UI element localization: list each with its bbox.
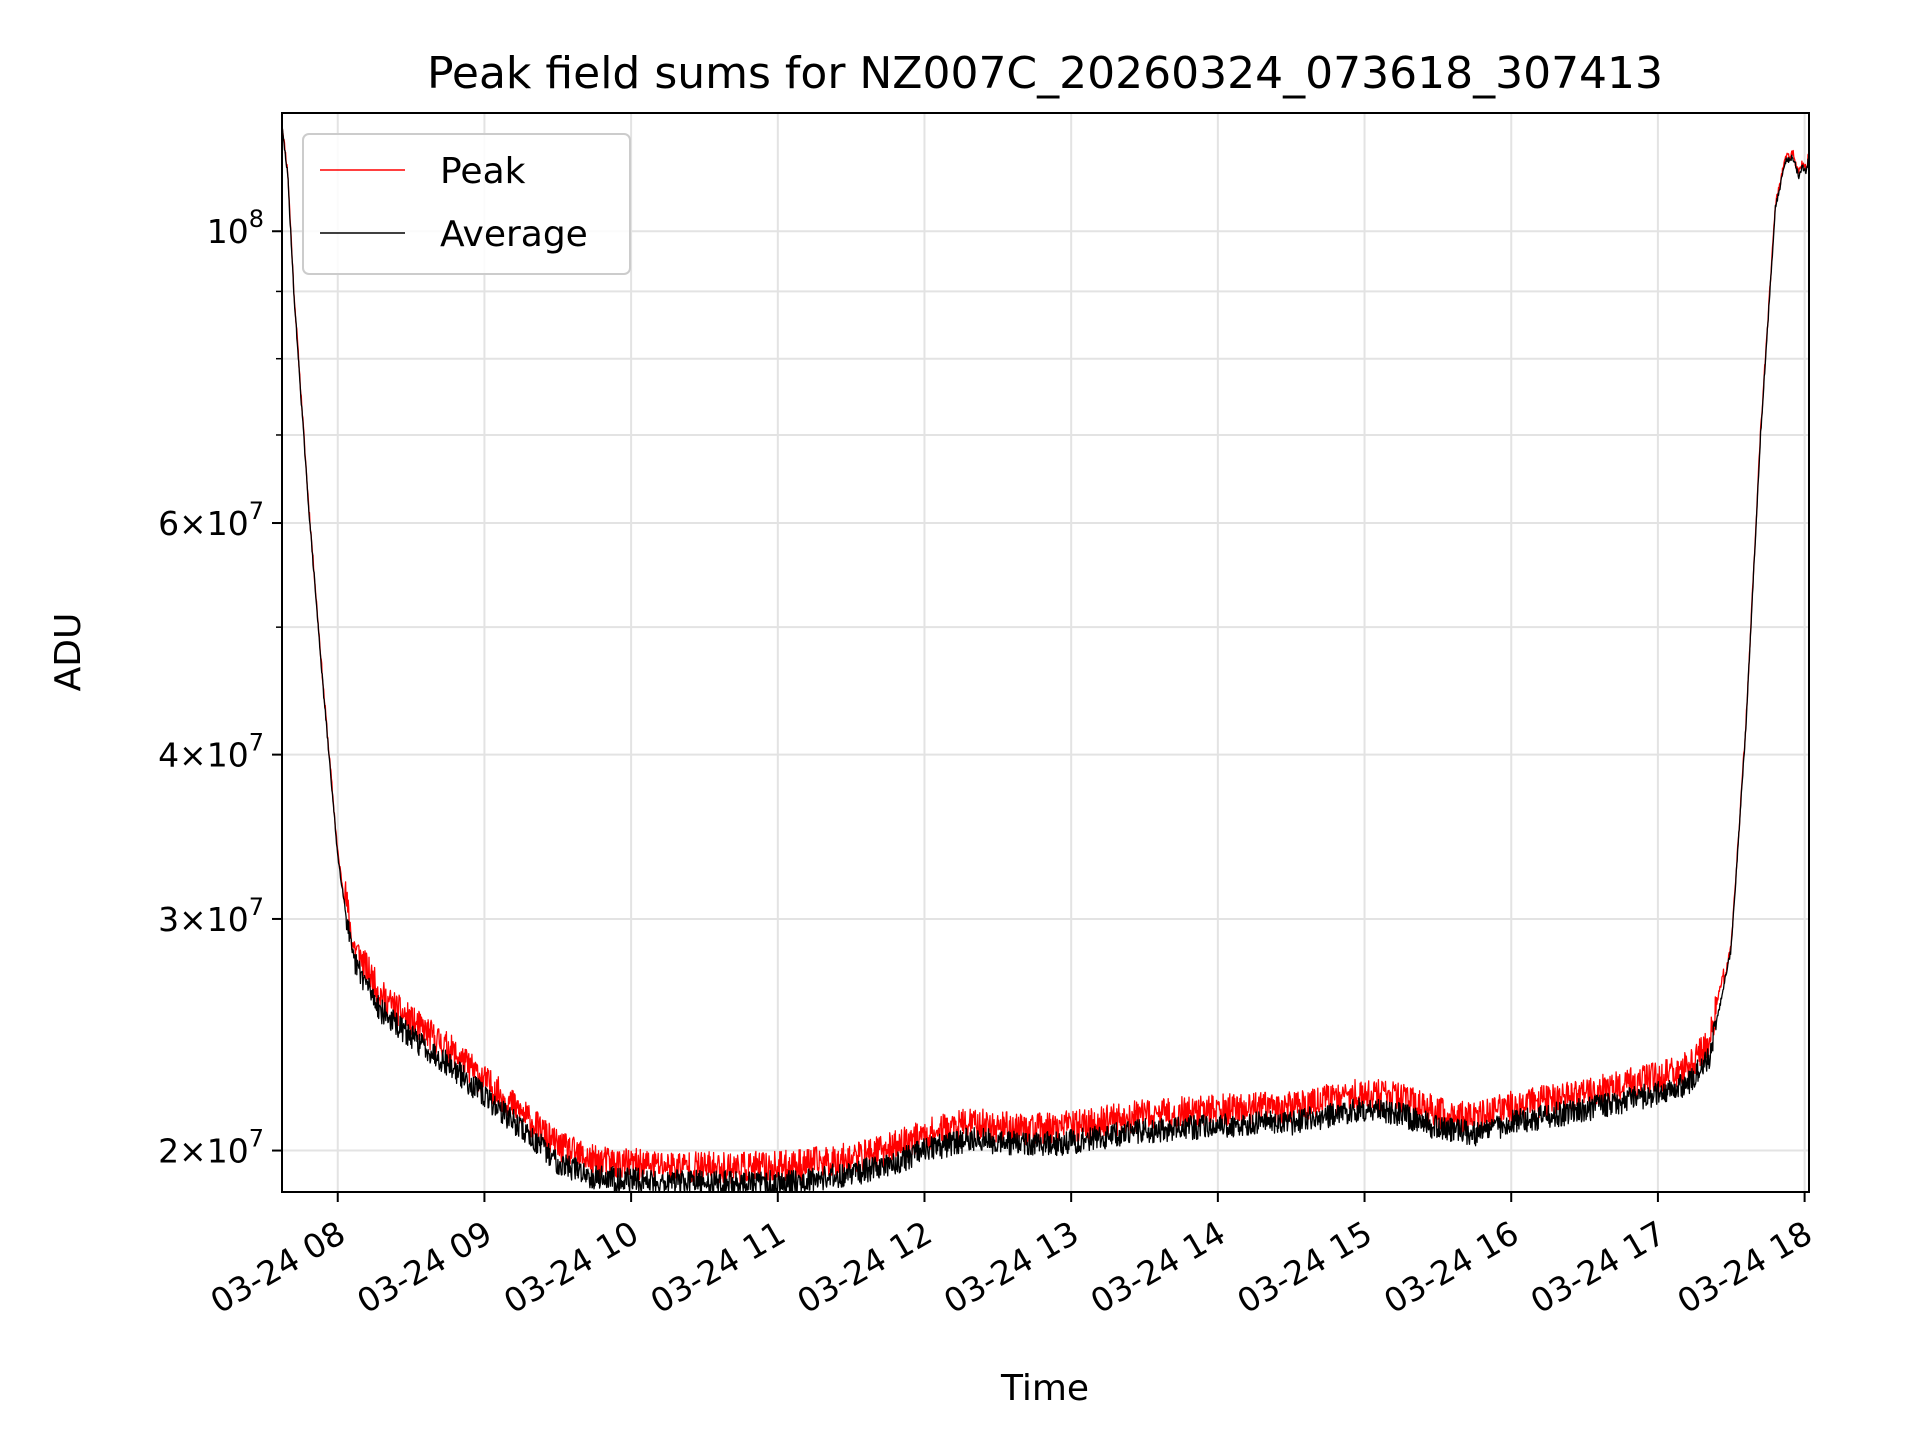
series-line-average — [281, 128, 1810, 1193]
y-tick-label: 2×107 — [158, 1125, 264, 1171]
axes-frame — [281, 112, 1810, 1193]
y-tick-label: 4×107 — [158, 729, 264, 775]
y-tick-label: 108 — [207, 205, 264, 251]
y-tick-label: 3×107 — [158, 893, 264, 939]
plot-area — [281, 125, 1810, 1193]
x-axis-label: Time — [1000, 1368, 1089, 1409]
chart-title: Peak field sums for NZ007C_20260324_0736… — [427, 48, 1663, 99]
y-tick-label: 6×107 — [158, 497, 264, 543]
legend-label-average: Average — [440, 214, 588, 255]
legend-box — [302, 133, 631, 275]
legend-label-peak: Peak — [440, 151, 526, 192]
legend: Peak Average — [302, 133, 631, 275]
y-axis-label: ADU — [48, 613, 89, 692]
grid-lines — [282, 113, 1809, 1192]
